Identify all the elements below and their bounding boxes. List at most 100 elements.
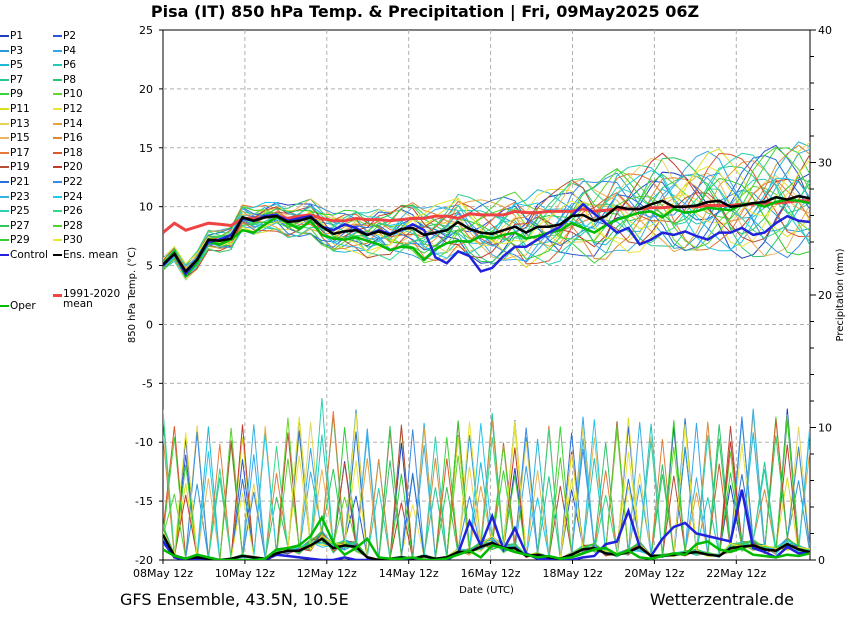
legend-label: P25 xyxy=(10,205,30,218)
y-tick-label-left: -20 xyxy=(135,554,153,567)
legend-item: P9 xyxy=(0,88,23,100)
legend-item: P5 xyxy=(0,59,23,71)
member-temp-line xyxy=(163,146,810,275)
legend-label: P2 xyxy=(63,30,77,42)
legend-label: P27 xyxy=(10,219,30,232)
legend-swatch xyxy=(53,108,62,110)
legend-swatch xyxy=(53,166,62,169)
legend-swatch xyxy=(0,49,9,52)
legend-swatch xyxy=(53,78,62,81)
legend-label: P11 xyxy=(10,103,30,115)
legend-label: P8 xyxy=(63,73,77,86)
x-tick-label: 16May 12z xyxy=(461,567,521,580)
legend-item: P14 xyxy=(53,118,83,130)
y-tick-label-right: 40 xyxy=(818,24,832,37)
legend-label: P12 xyxy=(63,103,83,115)
legend-item: P29 xyxy=(0,234,30,246)
legend-label: Control xyxy=(10,249,48,261)
legend-swatch xyxy=(0,151,9,154)
x-tick-label: 20May 12z xyxy=(624,567,684,580)
x-axis-label: Date (UTC) xyxy=(459,585,514,596)
legend-item: P7 xyxy=(0,74,23,86)
legend-label: Oper xyxy=(10,300,36,312)
legend-item: P6 xyxy=(53,59,76,71)
legend-label: P15 xyxy=(10,132,30,145)
y-tick-label-left: 20 xyxy=(139,83,153,96)
precip-line-ens-mean xyxy=(163,534,810,560)
legend-label: P17 xyxy=(10,146,30,159)
legend-item: P13 xyxy=(0,118,30,130)
legend-label: P19 xyxy=(10,161,30,174)
legend-item: P8 xyxy=(53,74,76,86)
legend-item: P3 xyxy=(0,45,23,57)
legend-item: Control xyxy=(0,249,48,261)
legend-item: Ens. mean xyxy=(53,249,118,261)
legend-swatch xyxy=(53,49,62,52)
site-credit: Wetterzentrale.de xyxy=(649,590,794,609)
legend-label: P7 xyxy=(10,73,24,86)
legend-label: P14 xyxy=(63,117,83,130)
legend-item: P30 xyxy=(53,234,83,246)
y-tick-label-left: -15 xyxy=(135,495,153,508)
x-tick-label: 08May 12z xyxy=(133,567,193,580)
legend-label: 1991-2020 mean xyxy=(63,288,121,310)
member-temp-line xyxy=(163,148,810,267)
precip-line-oper xyxy=(163,514,810,560)
legend-item: Oper xyxy=(0,300,36,312)
legend-label: P9 xyxy=(10,88,24,101)
legend-label: P22 xyxy=(63,176,83,188)
legend-item: P18 xyxy=(53,147,83,159)
legend-item: P28 xyxy=(53,220,83,232)
y-tick-label-right: 30 xyxy=(818,157,832,170)
member-temp-line xyxy=(163,170,810,278)
legend-item: P20 xyxy=(53,161,83,173)
legend-item: P16 xyxy=(53,132,83,144)
member-temp-line xyxy=(163,165,810,267)
member-temp-line xyxy=(163,150,810,269)
legend-label: P20 xyxy=(63,161,83,174)
y-tick-label-left: 25 xyxy=(139,24,153,37)
legend-swatch xyxy=(53,137,62,140)
legend-label: P30 xyxy=(63,234,83,247)
y-tick-label-left: 5 xyxy=(146,260,153,273)
y-tick-label-left: 0 xyxy=(146,318,153,331)
member-temp-line xyxy=(163,160,810,271)
legend-swatch xyxy=(53,195,62,198)
legend-swatch xyxy=(0,195,9,198)
legend-label: P3 xyxy=(10,44,24,57)
legend-item: P25 xyxy=(0,205,30,217)
legend-swatch xyxy=(53,64,62,67)
legend-swatch xyxy=(0,122,9,125)
x-tick-label: 14May 12z xyxy=(379,567,439,580)
legend-swatch xyxy=(0,78,9,81)
legend-label: P24 xyxy=(63,190,83,203)
y-axis-label-left: 850 hPa Temp. (°C) xyxy=(127,247,138,343)
legend-label: P1 xyxy=(10,30,24,42)
legend-swatch xyxy=(53,35,62,37)
legend-label: P28 xyxy=(63,219,83,232)
legend-item: P4 xyxy=(53,45,76,57)
legend-label: P4 xyxy=(63,44,77,57)
y-tick-label-left: 15 xyxy=(139,142,153,155)
member-temp-line xyxy=(163,173,810,278)
legend-swatch xyxy=(53,254,62,256)
legend-item: P11 xyxy=(0,103,30,115)
legend-swatch xyxy=(53,122,62,125)
legend-swatch xyxy=(0,64,9,67)
legend-swatch xyxy=(53,293,62,297)
legend-item: P17 xyxy=(0,147,30,159)
y-tick-label-right: 10 xyxy=(818,422,832,435)
legend-label: P29 xyxy=(10,234,30,247)
legend-swatch xyxy=(0,108,9,110)
legend-swatch xyxy=(0,254,9,256)
legend-item: P12 xyxy=(53,103,83,115)
legend-label: P13 xyxy=(10,117,30,130)
legend-item: P1 xyxy=(0,30,23,42)
legend-swatch xyxy=(53,224,62,227)
legend-swatch xyxy=(53,239,62,242)
y-tick-label-left: -10 xyxy=(135,436,153,449)
legend-label: P16 xyxy=(63,132,83,145)
member-temp-line xyxy=(163,167,810,275)
temp-line-ens-mean xyxy=(163,194,810,274)
